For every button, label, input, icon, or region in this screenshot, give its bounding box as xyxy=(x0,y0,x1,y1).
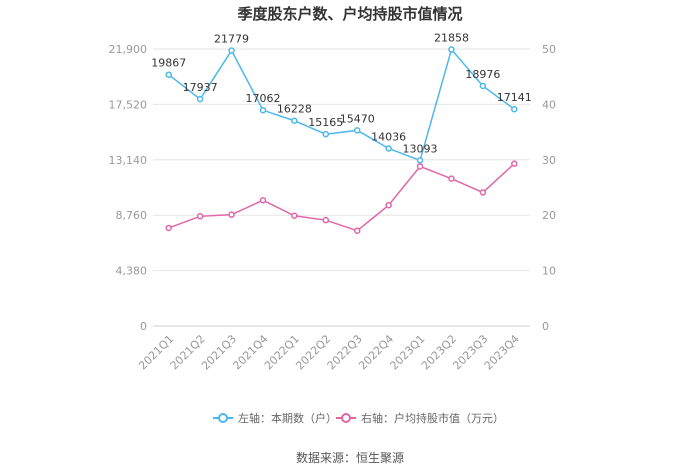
left-axis-tick-label: 0 xyxy=(140,320,147,333)
series-point-1 xyxy=(353,227,361,234)
series-line-1 xyxy=(168,163,515,232)
legend[interactable]: 左轴：本期数（户） 右轴：户均持股市值（万元） xyxy=(213,411,504,425)
series-point-0 xyxy=(511,105,518,113)
series-point-1 xyxy=(385,201,392,209)
right-axis-tick-label: 30 xyxy=(542,154,556,167)
series-point-0 xyxy=(416,157,424,164)
data-label: 21858 xyxy=(434,32,469,45)
series-group xyxy=(165,46,518,234)
left-axis-tick-label: 8,760 xyxy=(116,209,148,222)
data-label: 21779 xyxy=(214,33,249,46)
right-axis-tick-label: 40 xyxy=(542,98,556,111)
legend-label-households: 左轴：本期数（户） xyxy=(238,411,337,425)
left-axis-tick-label: 21,900 xyxy=(109,43,148,56)
right-axis-tick-label: 10 xyxy=(542,265,556,278)
data-source: 数据来源：恒生聚源 xyxy=(296,450,404,465)
right-axis-tick-label: 0 xyxy=(542,320,549,333)
right-axis-ticks: 0 10 20 30 40 50 xyxy=(542,43,556,333)
left-axis-ticks: 0 4,380 8,760 13,140 17,520 21,900 xyxy=(109,43,148,333)
series-point-1 xyxy=(165,224,172,232)
series-point-0 xyxy=(259,106,267,114)
series-point-0 xyxy=(479,82,487,90)
series-line-0 xyxy=(168,47,515,162)
data-label: 17141 xyxy=(497,91,532,104)
left-axis-tick-label: 17,520 xyxy=(109,98,148,111)
data-label: 19867 xyxy=(151,57,186,70)
series-point-1 xyxy=(322,216,330,224)
data-label: 15470 xyxy=(340,112,375,125)
x-axis-ticks: 2021Q12021Q22021Q32021Q42022Q12022Q22022… xyxy=(136,332,522,372)
right-axis-tick-label: 50 xyxy=(542,43,556,56)
legend-label-avg-value: 右轴：户均持股市值（万元） xyxy=(361,411,504,425)
data-label: 13093 xyxy=(403,142,438,155)
series-point-0 xyxy=(353,127,361,134)
data-label: 17062 xyxy=(245,92,280,105)
data-label: 18976 xyxy=(465,68,500,81)
x-tick-label: 2023Q4 xyxy=(482,332,522,372)
series-point-0 xyxy=(228,47,235,54)
left-axis-tick-label: 13,140 xyxy=(109,154,148,167)
legend-item-households[interactable]: 左轴：本期数（户） xyxy=(213,411,337,425)
series-point-1 xyxy=(291,212,298,220)
series-point-0 xyxy=(322,130,330,138)
series-point-1 xyxy=(259,196,267,204)
series-point-1 xyxy=(228,211,235,218)
series-point-1 xyxy=(196,213,204,220)
series-point-1 xyxy=(448,175,455,182)
chart-title: 季度股东户数、户均持股市值情况 xyxy=(237,5,462,23)
legend-marker-avg-value xyxy=(341,413,351,423)
data-label: 16228 xyxy=(277,103,312,116)
series-point-1 xyxy=(479,189,487,196)
series-point-0 xyxy=(165,71,172,78)
data-label: 17937 xyxy=(183,81,218,94)
legend-item-avg-value[interactable]: 右轴：户均持股市值（万元） xyxy=(336,411,504,425)
right-axis-tick-label: 20 xyxy=(542,209,556,222)
series-point-0 xyxy=(448,46,455,53)
data-label: 15165 xyxy=(308,116,343,129)
series-point-0 xyxy=(385,145,392,152)
series-point-0 xyxy=(291,117,298,124)
series-point-1 xyxy=(511,160,518,167)
data-label: 14036 xyxy=(371,130,406,143)
left-axis-tick-label: 4,380 xyxy=(116,265,148,278)
series-point-1 xyxy=(416,163,424,170)
series-point-0 xyxy=(196,95,204,103)
legend-marker-households xyxy=(218,413,228,423)
